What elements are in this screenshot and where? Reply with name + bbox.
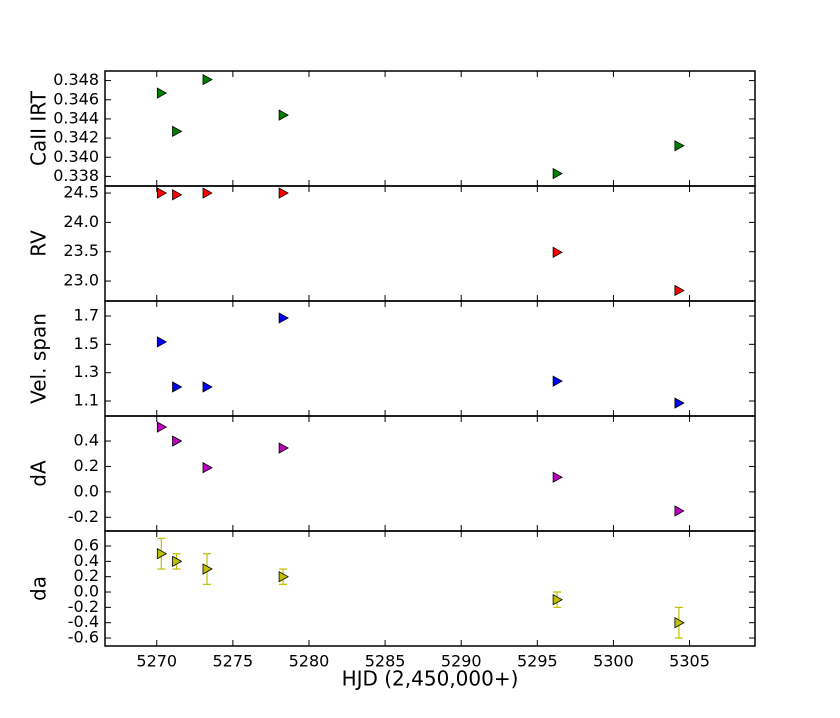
y-axis-label: da xyxy=(27,576,51,601)
x-tick-label: 5280 xyxy=(289,652,330,671)
plot-frame xyxy=(104,300,756,417)
marker xyxy=(278,571,289,583)
x-tick-label: 5275 xyxy=(213,652,254,671)
x-axis-label: HJD (2,450,000+) xyxy=(342,667,519,691)
marker xyxy=(172,435,183,447)
y-tick-label: 0.0 xyxy=(74,582,99,601)
y-tick-label: 0.0 xyxy=(74,481,99,500)
y-tick-label: 0.344 xyxy=(53,108,99,127)
marker xyxy=(202,563,213,575)
marker xyxy=(674,140,685,152)
marker xyxy=(278,187,289,199)
marker xyxy=(172,381,183,393)
y-tick-label: 1.3 xyxy=(74,362,99,381)
y-tick-label: -0.2 xyxy=(68,507,99,526)
plot-frame xyxy=(104,415,756,532)
y-tick-label: 0.2 xyxy=(74,456,99,475)
y-tick-label: 0.342 xyxy=(53,128,99,147)
y-tick-label: 0.346 xyxy=(53,89,99,108)
y-axis-label: CaII IRT xyxy=(27,90,51,166)
marker xyxy=(674,397,685,409)
y-tick-label: 24.5 xyxy=(63,183,99,202)
x-tick-label: 5285 xyxy=(365,652,406,671)
x-tick-label: 5305 xyxy=(669,652,710,671)
y-tick-label: -0.4 xyxy=(68,612,99,631)
marker xyxy=(552,375,563,387)
marker xyxy=(156,336,168,348)
marker xyxy=(278,312,289,324)
marker xyxy=(202,73,213,86)
marker xyxy=(674,284,685,297)
marker xyxy=(156,187,168,199)
marker xyxy=(674,505,685,517)
y-tick-label: 0.340 xyxy=(53,147,99,166)
y-tick-label: 0.4 xyxy=(74,551,99,570)
plot-frame xyxy=(104,530,756,647)
marker xyxy=(674,617,685,629)
marker xyxy=(172,189,183,201)
y-tick-label: 24.0 xyxy=(63,212,99,231)
x-tick-label: 5290 xyxy=(441,652,482,671)
marker xyxy=(172,125,183,138)
marker xyxy=(552,594,563,606)
x-tick-label: 5270 xyxy=(136,652,177,671)
y-tick-label: -0.6 xyxy=(68,628,99,647)
marker xyxy=(202,462,213,474)
marker xyxy=(278,109,289,121)
plot-frame xyxy=(104,70,756,187)
plot-frame xyxy=(104,185,756,302)
y-tick-label: 0.338 xyxy=(53,166,99,185)
marker xyxy=(202,187,213,199)
marker xyxy=(172,555,183,568)
y-tick-label: 1.1 xyxy=(74,390,99,409)
y-tick-label: -0.2 xyxy=(68,597,99,616)
y-tick-label: 23.5 xyxy=(63,241,99,260)
marker xyxy=(552,246,563,258)
marker xyxy=(156,548,168,560)
marker xyxy=(552,167,563,180)
marker xyxy=(278,442,289,454)
y-tick-label: 0.6 xyxy=(74,536,99,555)
x-tick-label: 5300 xyxy=(593,652,634,671)
y-tick-label: 1.5 xyxy=(74,334,99,353)
y-axis-label: dA xyxy=(27,460,51,487)
y-axis-label: RV xyxy=(27,230,51,257)
marker xyxy=(156,87,168,99)
y-tick-label: 0.4 xyxy=(74,431,99,450)
marker xyxy=(202,381,213,393)
marker xyxy=(156,421,168,433)
y-tick-label: 1.7 xyxy=(74,306,99,325)
x-tick-label: 5295 xyxy=(517,652,558,671)
y-axis-label: Vel. span xyxy=(27,313,51,404)
y-tick-label: 0.348 xyxy=(53,70,99,89)
y-tick-label: 23.0 xyxy=(63,271,99,290)
marker xyxy=(552,471,563,483)
y-tick-label: 0.2 xyxy=(74,566,99,585)
